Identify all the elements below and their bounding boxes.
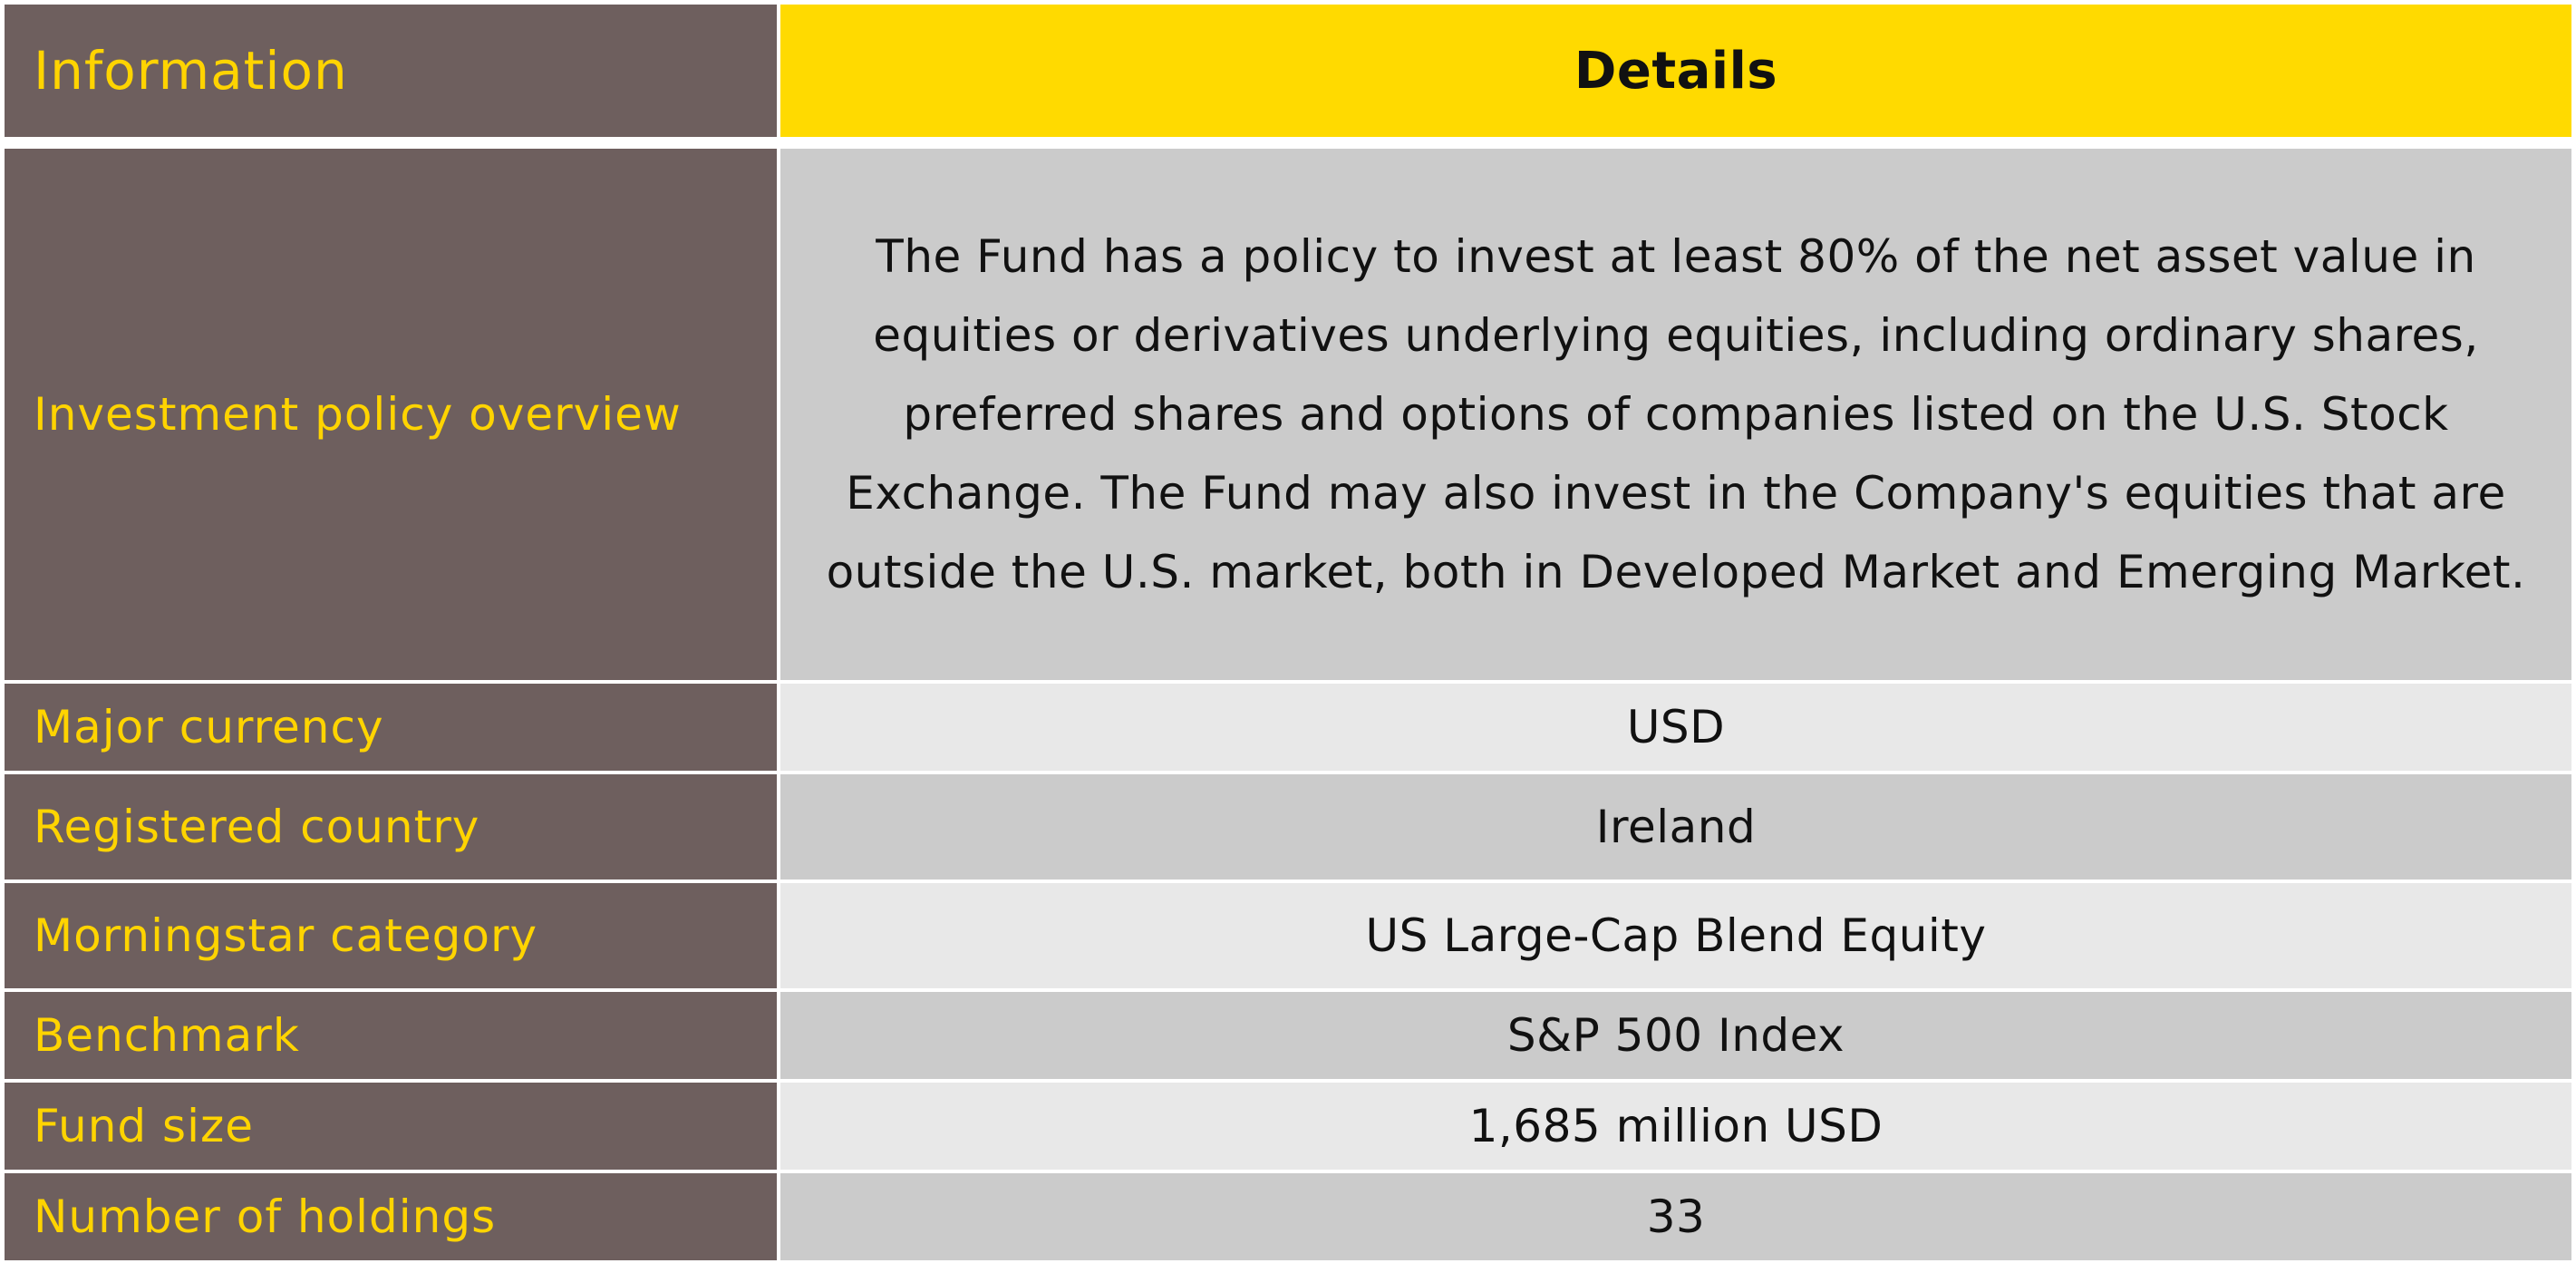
row-value-registered-country: Ireland	[780, 774, 2571, 879]
row-label-investment-policy: Investment policy overview	[5, 149, 777, 680]
row-label-registered-country: Registered country	[5, 774, 777, 879]
header-details: Details	[780, 5, 2571, 137]
row-value-morningstar-category: US Large-Cap Blend Equity	[780, 883, 2571, 988]
row-label-fund-size: Fund size	[5, 1083, 777, 1170]
header-information: Information	[5, 5, 777, 137]
row-label-morningstar-category: Morningstar category	[5, 883, 777, 988]
row-value-number-of-holdings: 33	[780, 1173, 2571, 1260]
row-label-number-of-holdings: Number of holdings	[5, 1173, 777, 1260]
row-value-major-currency: USD	[780, 684, 2571, 771]
row-value-fund-size: 1,685 million USD	[780, 1083, 2571, 1170]
row-value-investment-policy: The Fund has a policy to invest at least…	[780, 149, 2571, 680]
row-value-benchmark: S&P 500 Index	[780, 992, 2571, 1079]
row-label-major-currency: Major currency	[5, 684, 777, 771]
row-label-benchmark: Benchmark	[5, 992, 777, 1079]
